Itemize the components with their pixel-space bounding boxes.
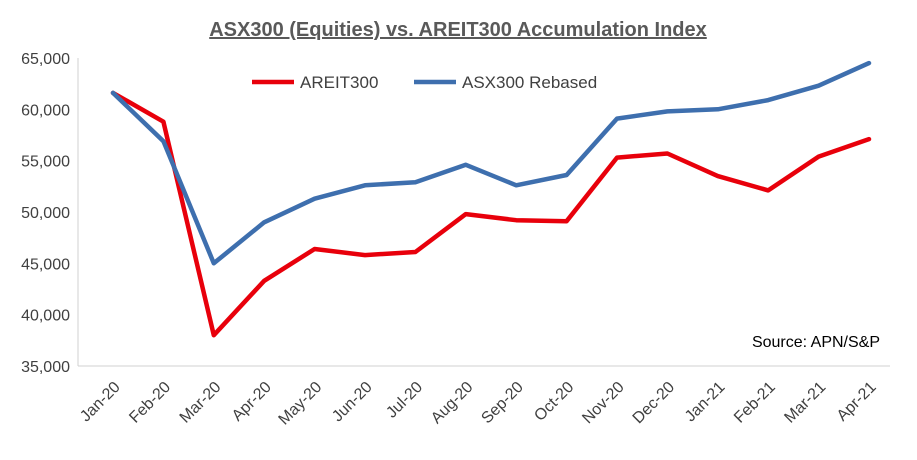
x-tick-label: Aug-20	[428, 379, 477, 428]
x-tick-label: Jun-20	[329, 379, 376, 426]
source-note: Source: APN/S&P	[752, 334, 880, 351]
legend: AREIT300 ASX300 Rebased	[252, 73, 597, 92]
y-tick-label: 35,000	[21, 359, 70, 376]
x-tick-label: Dec-20	[630, 379, 679, 428]
y-tick-label: 60,000	[21, 102, 70, 119]
x-tick-label: Oct-20	[531, 379, 577, 425]
x-tick-label: Jan-21	[682, 379, 729, 426]
x-tick-label: Jul-20	[383, 379, 426, 422]
series-line-asx300-rebased	[110, 60, 872, 266]
y-tick-label: 50,000	[21, 205, 70, 222]
y-axis-ticks: 35,000 40,000 45,000 50,000 55,000 60,000 65,0…	[21, 51, 70, 376]
x-tick-label: Mar-21	[781, 379, 829, 427]
x-tick-label: Feb-20	[126, 379, 174, 427]
plot-area: 35,000 40,000 45,000 50,000 55,000 60,000 65,0…	[21, 51, 890, 428]
x-tick-label: Sep-20	[478, 379, 527, 428]
x-tick-label: Nov-20	[579, 379, 628, 428]
x-tick-label: Apr-21	[834, 379, 880, 425]
series-line-areit300	[110, 90, 872, 338]
x-axis-ticks: Jan-20 Feb-20 Mar-20 Apr-20 May-20 Jun-20 Jul-…	[77, 379, 880, 429]
chart-title: ASX300 (Equities) vs. AREIT300 Accumulat…	[209, 19, 707, 41]
y-tick-label: 55,000	[21, 154, 70, 171]
legend-label-areit300: AREIT300	[300, 73, 378, 92]
x-tick-label: Feb-21	[731, 379, 779, 427]
legend-label-asx300-rebased: ASX300 Rebased	[462, 73, 597, 92]
x-tick-label: Apr-20	[229, 379, 275, 425]
y-tick-label: 65,000	[21, 51, 70, 68]
series-group	[110, 60, 872, 338]
y-tick-label: 45,000	[21, 256, 70, 273]
x-tick-label: May-20	[276, 379, 326, 429]
x-tick-label: Jan-20	[77, 379, 124, 426]
y-tick-label: 40,000	[21, 308, 70, 325]
x-tick-label: Mar-20	[177, 379, 225, 427]
